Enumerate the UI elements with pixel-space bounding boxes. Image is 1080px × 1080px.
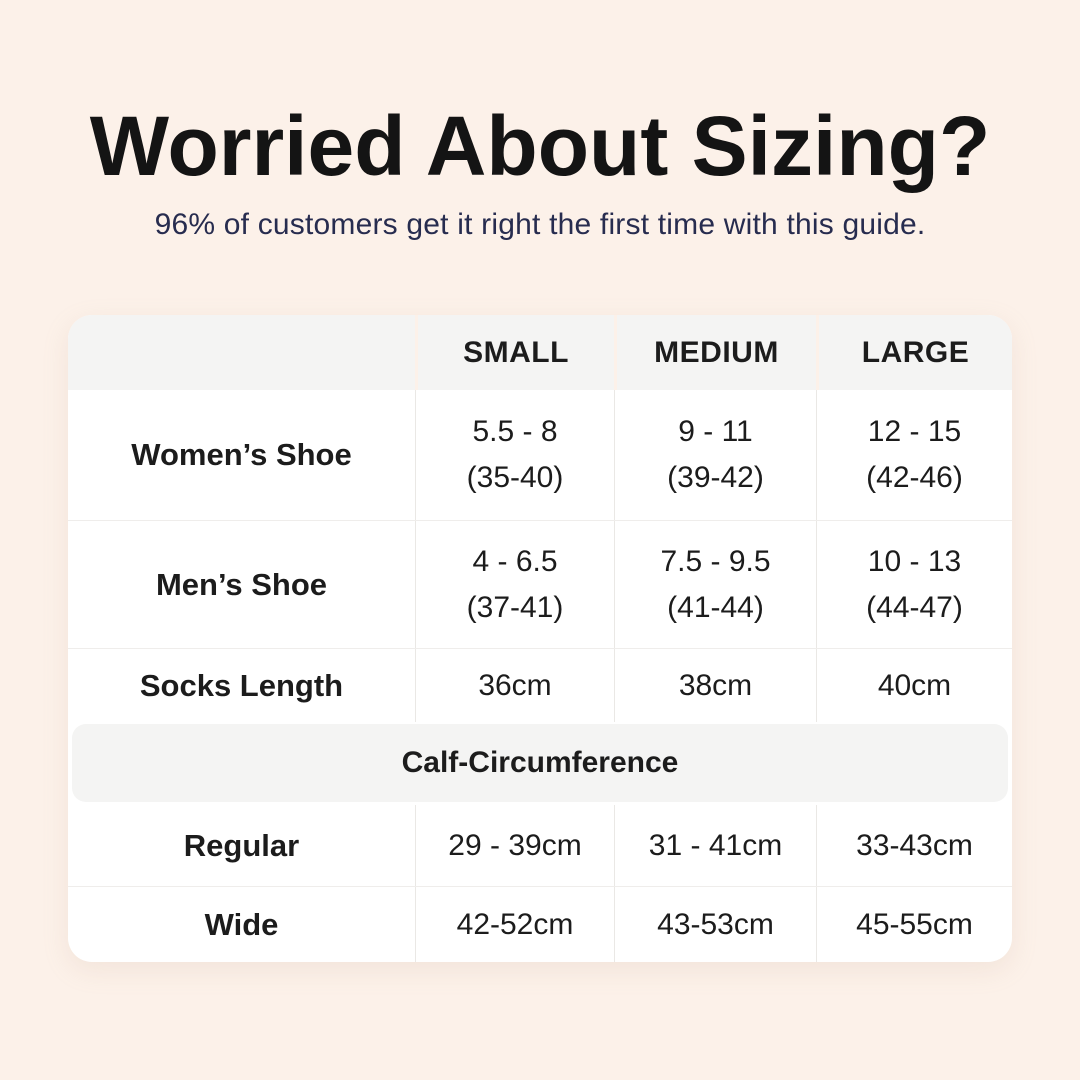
size-value-eu: (42-46) [866, 461, 963, 494]
size-value-us: 4 - 6.5 [472, 544, 558, 578]
wide-medium-cell: 43-53cm [614, 887, 816, 962]
table-header-row: SMALL MEDIUM LARGE [68, 315, 1012, 390]
page-subtitle: 96% of customers get it right the first … [154, 208, 926, 241]
row-label-womens-shoe: Women’s Shoe [131, 437, 352, 472]
socks-length-medium-cell: 38cm [614, 649, 816, 722]
size-value-us: 12 - 15 [867, 415, 962, 448]
page-title: Worried About Sizing? [89, 99, 991, 193]
wide-small-cell: 42-52cm [415, 887, 614, 962]
regular-medium-cell: 31 - 41cm [614, 805, 816, 886]
size-value-us: 9 - 11 [678, 415, 753, 448]
header-empty-cell [68, 315, 415, 390]
column-header-medium: MEDIUM [614, 315, 816, 390]
size-value: 38cm [678, 668, 753, 702]
size-value-eu: (39-42) [667, 461, 764, 494]
table-row-socks-length: Socks Length 36cm 38cm 40cm [68, 648, 1012, 722]
socks-length-small-cell: 36cm [415, 649, 614, 722]
mens-shoe-small-cell: 4 - 6.5 (37-41) [415, 521, 614, 648]
column-header-small: SMALL [415, 315, 614, 390]
size-value-eu: (37-41) [466, 590, 564, 624]
table-row-womens-shoe: Women’s Shoe 5.5 - 8 (35-40) 9 - 11 (39-… [68, 390, 1012, 520]
womens-shoe-small-cell: 5.5 - 8 (35-40) [415, 390, 614, 520]
size-value-eu: (35-40) [466, 461, 564, 494]
size-value: 40cm [877, 668, 952, 702]
size-value: 36cm [478, 668, 552, 702]
row-label-socks-length: Socks Length [139, 667, 344, 703]
regular-large-cell: 33-43cm [816, 805, 1012, 886]
size-value-us: 7.5 - 9.5 [660, 544, 771, 578]
wide-large-cell: 45-55cm [816, 887, 1012, 962]
table-row-mens-shoe: Men’s Shoe 4 - 6.5 (37-41) 7.5 - 9.5 (41… [68, 520, 1012, 648]
size-value-eu: (44-47) [866, 590, 963, 624]
socks-length-large-cell: 40cm [816, 649, 1012, 722]
table-row-wide: Wide 42-52cm 43-53cm 45-55cm [68, 886, 1012, 962]
womens-shoe-large-cell: 12 - 15 (42-46) [816, 390, 1012, 520]
row-label-wide: Wide [204, 906, 279, 942]
size-value-us: 5.5 - 8 [472, 415, 558, 448]
row-label-regular: Regular [183, 827, 300, 863]
row-label-mens-shoe: Men’s Shoe [155, 566, 328, 602]
size-value-eu: (41-44) [667, 590, 764, 624]
sizing-table-card: SMALL MEDIUM LARGE Women’s Shoe 5.5 - 8 … [68, 315, 1012, 962]
mens-shoe-large-cell: 10 - 13 (44-47) [816, 521, 1012, 648]
regular-small-cell: 29 - 39cm [415, 805, 614, 886]
mens-shoe-medium-cell: 7.5 - 9.5 (41-44) [614, 521, 816, 648]
column-header-large: LARGE [816, 315, 1012, 390]
womens-shoe-medium-cell: 9 - 11 (39-42) [614, 390, 816, 520]
section-header-calf-circumference: Calf-Circumference [72, 724, 1008, 802]
size-value-us: 10 - 13 [867, 544, 962, 578]
table-row-regular: Regular 29 - 39cm 31 - 41cm 33-43cm [68, 805, 1012, 886]
